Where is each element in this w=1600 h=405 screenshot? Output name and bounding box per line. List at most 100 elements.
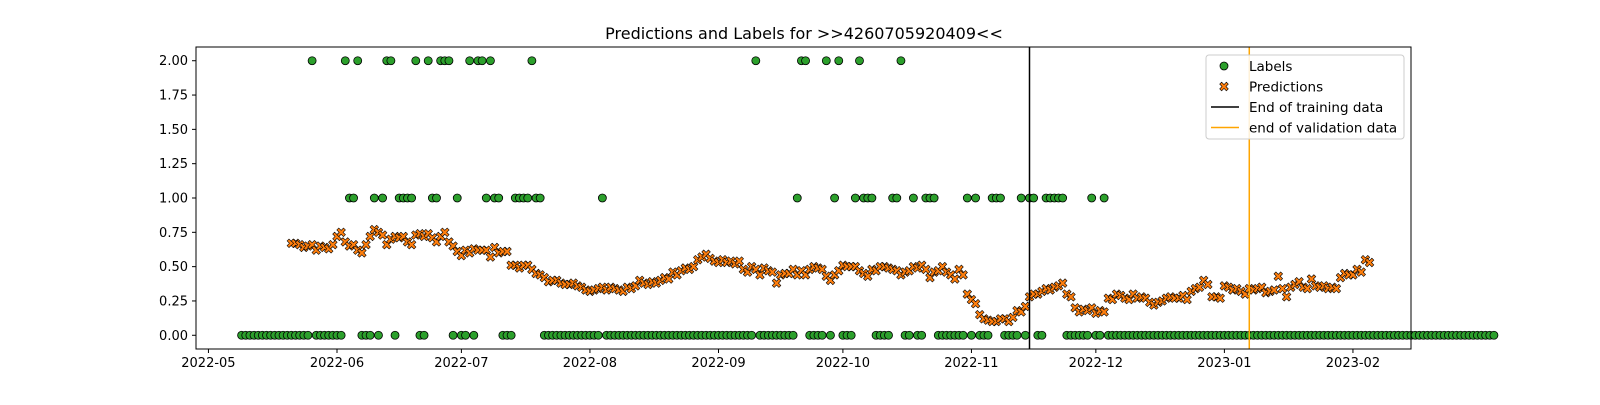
prediction-point [481,245,491,255]
legend-label: end of validation data [1249,121,1397,137]
prediction-point [336,227,346,238]
prediction-point [1194,282,1205,292]
x-tick-label: 2022-10 [816,356,870,371]
prediction-point [921,264,931,275]
label-point [411,56,421,66]
label-point [751,56,761,66]
y-tick-label: 1.75 [159,89,188,104]
prediction-point [1066,292,1076,302]
prediction-point [365,231,375,242]
label-point [527,56,537,66]
prediction-point [1302,283,1313,294]
chart-title: Predictions and Labels for >>42607059204… [605,24,1003,43]
label-point [855,56,864,66]
y-tick-label: 1.50 [159,123,188,138]
prediction-point [664,274,674,284]
x-tick-label: 2022-06 [310,356,364,371]
x-tick-label: 2022-09 [691,356,745,371]
prediction-point [863,271,873,281]
label-point [867,193,877,203]
label-point [834,56,844,66]
labels-series [237,56,1499,340]
prediction-point [1277,283,1288,294]
label-point [1095,330,1105,340]
prediction-point [1008,312,1018,323]
label-point [340,56,350,66]
y-tick-label: 0.75 [159,226,188,241]
label-point [821,56,831,66]
label-point [904,330,914,340]
label-point [365,330,375,340]
x-axis: 2022-05 2022-06 2022-07 2022-08 2022-09 2022-… [181,349,1380,371]
label-point [971,193,980,203]
label-point [481,193,491,203]
label-point [996,193,1005,203]
label-point [958,330,968,340]
x-tick-label: 2022-08 [563,356,617,371]
prediction-point [767,267,778,277]
label-point [369,193,379,203]
label-point [593,330,603,340]
label-point [469,330,479,340]
prediction-point [817,264,827,275]
prediction-point [1364,257,1375,268]
legend: Labels Predictions End of training data end… [1205,54,1405,140]
y-axis: 0.00 0.25 0.50 0.75 1.00 1.25 1.50 1.75 2.00 [159,54,196,344]
plot-frame [195,46,1412,350]
prediction-point [406,239,417,250]
label-point [386,56,396,66]
label-point [967,330,976,340]
prediction-point [1057,278,1068,288]
y-tick-label: 2.00 [159,54,188,69]
legend-label: Labels [1249,59,1292,75]
label-point [917,330,927,340]
y-tick-label: 0.25 [159,294,188,309]
label-point [884,330,893,340]
predictions-series [286,224,1375,327]
prediction-point [734,256,744,266]
prediction-point [1203,279,1213,290]
x-tick-label: 2023-01 [1197,356,1251,371]
label-point [850,193,860,203]
label-point [747,330,757,340]
prediction-point [1356,267,1366,277]
prediction-point [485,252,496,262]
label-point [597,193,607,203]
label-point [506,330,516,340]
label-point [465,56,475,66]
legend-box [1205,54,1405,140]
label-point [1029,193,1039,203]
label-point [817,330,827,340]
label-point [336,330,346,340]
prediction-point [361,239,371,250]
y-tick-label: 1.00 [159,192,188,207]
label-point [419,330,429,340]
legend-label: End of training data [1249,100,1383,116]
prediction-point [328,239,338,250]
prediction-point [688,261,699,272]
label-point [1016,193,1026,203]
x-tick-label: 2022-07 [434,356,488,371]
prediction-point [1099,307,1109,317]
label-point [448,330,458,340]
label-point [788,330,798,340]
label-point [477,56,487,66]
label-point [407,193,417,203]
label-point [535,193,545,203]
label-point [892,193,902,203]
label-point [846,330,856,340]
prediction-point [755,270,765,280]
label-point [1020,330,1030,340]
x-tick-label: 2022-12 [1069,356,1123,371]
legend-marker-labels [1219,61,1229,71]
label-point [962,193,972,203]
label-point [432,193,441,203]
prediction-point [1281,292,1292,302]
label-point [303,330,313,340]
prediction-point [1331,283,1342,294]
label-point [908,193,918,203]
label-point [444,56,454,66]
label-point [494,193,504,203]
label-point [349,193,358,203]
